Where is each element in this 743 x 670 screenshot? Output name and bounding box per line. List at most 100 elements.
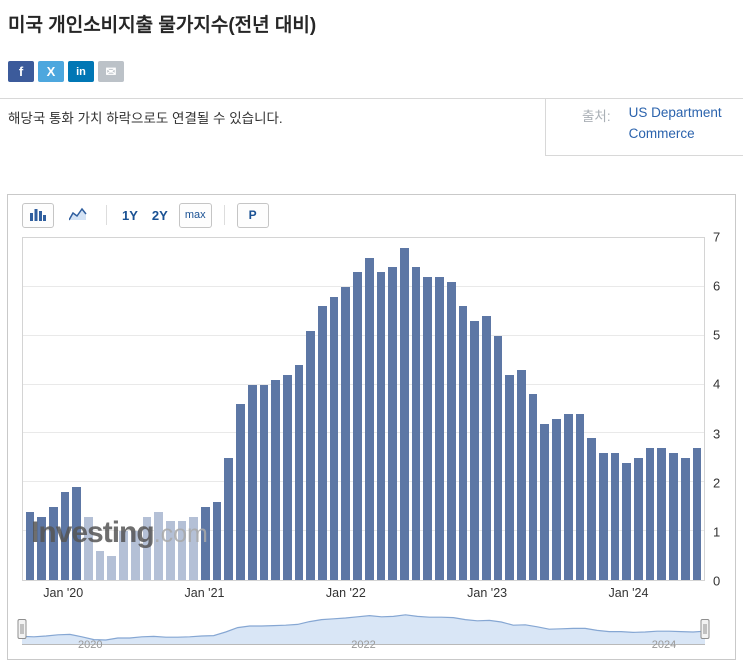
- bar[interactable]: [493, 335, 503, 580]
- share-email-button[interactable]: ✉: [98, 61, 124, 82]
- bar[interactable]: [247, 384, 257, 580]
- y-tick-label: 2: [713, 475, 721, 491]
- bar[interactable]: [37, 516, 46, 580]
- bar[interactable]: [294, 365, 304, 580]
- source-label: 출처:: [582, 109, 611, 124]
- bar[interactable]: [201, 506, 210, 580]
- bar[interactable]: [341, 286, 351, 580]
- bar[interactable]: [435, 277, 444, 580]
- chart-type-area-button[interactable]: [62, 203, 94, 228]
- source-block: 출처: US Department Commerce: [545, 99, 743, 156]
- bar[interactable]: [107, 555, 117, 580]
- navigator-area-chart: [22, 614, 705, 644]
- bar[interactable]: [423, 277, 433, 580]
- bar[interactable]: [306, 330, 316, 580]
- bar[interactable]: [388, 267, 397, 580]
- linkedin-icon: in: [76, 65, 86, 78]
- facebook-icon: f: [18, 64, 24, 79]
- bar[interactable]: [212, 501, 222, 580]
- share-linkedin-button[interactable]: in: [68, 61, 94, 82]
- bar[interactable]: [60, 492, 70, 580]
- toolbar-divider: [223, 205, 225, 225]
- bar[interactable]: [84, 516, 93, 580]
- x-axis-labels: Jan '20 Jan '21 Jan '22 Jan '23 Jan '24: [22, 584, 705, 603]
- chart-type-bar-button[interactable]: [22, 202, 54, 228]
- y-tick-label: 3: [713, 426, 721, 442]
- bar[interactable]: [318, 306, 327, 580]
- bar[interactable]: [72, 487, 82, 580]
- bar[interactable]: [598, 452, 608, 580]
- bar[interactable]: [634, 457, 643, 580]
- x-tick-label: Jan '24: [608, 586, 649, 600]
- y-tick-label: 1: [713, 524, 721, 540]
- navigator-year-label: 2022: [351, 639, 376, 651]
- bar[interactable]: [587, 438, 596, 580]
- bar[interactable]: [622, 462, 632, 580]
- area-chart-icon: [68, 207, 87, 224]
- toolbar-divider: [106, 205, 107, 225]
- bar[interactable]: [481, 316, 491, 580]
- chart-toolbar: 1Y 2Y max P: [8, 195, 735, 233]
- bar[interactable]: [259, 384, 269, 580]
- bar[interactable]: [517, 369, 526, 580]
- bar[interactable]: [329, 296, 339, 580]
- bar[interactable]: [575, 413, 585, 580]
- bar[interactable]: [271, 379, 280, 580]
- bar[interactable]: [563, 413, 573, 580]
- bar[interactable]: [657, 448, 667, 580]
- x-tick-label: Jan '21: [184, 586, 225, 600]
- bar[interactable]: [189, 516, 199, 580]
- share-facebook-button[interactable]: f: [8, 61, 34, 82]
- bar[interactable]: [142, 516, 152, 580]
- bar[interactable]: [165, 521, 175, 580]
- bar[interactable]: [119, 531, 128, 580]
- bar[interactable]: [470, 321, 479, 580]
- bar[interactable]: [458, 306, 468, 580]
- range-1y-button[interactable]: 1Y: [122, 207, 138, 223]
- bar[interactable]: [692, 448, 702, 580]
- bar[interactable]: [528, 394, 538, 580]
- chart-navigator[interactable]: 2020 2022 2024: [17, 611, 710, 651]
- navigator-left-handle[interactable]: [17, 619, 27, 640]
- bar[interactable]: [400, 247, 409, 580]
- navigator-year-label: 2024: [651, 639, 677, 651]
- bar[interactable]: [177, 521, 187, 580]
- source-links: US Department Commerce: [629, 105, 722, 147]
- plot-wrap: Investing.com 0 1 2 3 4 5 6 7: [22, 230, 720, 589]
- bar[interactable]: [353, 272, 362, 580]
- page-title: 미국 개인소비지출 물가지수(전년 대비): [8, 15, 317, 36]
- bar[interactable]: [669, 452, 678, 580]
- envelope-icon: ✉: [105, 63, 117, 79]
- source-link-line1[interactable]: US Department: [628, 105, 722, 120]
- bar[interactable]: [282, 374, 292, 580]
- source-link-line2[interactable]: Commerce: [628, 126, 695, 141]
- bar[interactable]: [95, 550, 105, 580]
- y-tick-label: 5: [713, 327, 721, 343]
- navigator-right-handle[interactable]: [700, 619, 710, 640]
- bar[interactable]: [154, 511, 163, 580]
- x-tick-label: Jan '23: [467, 586, 508, 600]
- y-axis-labels: 0 1 2 3 4 5 6 7: [707, 230, 733, 589]
- bar[interactable]: [645, 448, 655, 580]
- bar[interactable]: [376, 272, 386, 580]
- bar[interactable]: [236, 404, 245, 580]
- print-button[interactable]: P: [236, 202, 269, 228]
- range-max-button[interactable]: max: [178, 202, 212, 228]
- bar[interactable]: [48, 506, 58, 580]
- bar[interactable]: [130, 531, 140, 580]
- bar[interactable]: [364, 257, 374, 580]
- bar[interactable]: [224, 457, 234, 580]
- share-buttons: f X in ✉: [8, 61, 735, 82]
- y-tick-label: 7: [713, 229, 721, 245]
- bar[interactable]: [540, 423, 550, 580]
- bar[interactable]: [446, 281, 456, 580]
- bar[interactable]: [25, 511, 35, 580]
- bar[interactable]: [505, 374, 515, 580]
- bar[interactable]: [552, 418, 561, 580]
- bar[interactable]: [411, 267, 421, 580]
- bar[interactable]: [680, 457, 690, 580]
- plot-area: Investing.com: [22, 237, 705, 581]
- range-2y-button[interactable]: 2Y: [151, 207, 168, 223]
- bar[interactable]: [610, 452, 620, 580]
- share-x-button[interactable]: X: [38, 61, 64, 82]
